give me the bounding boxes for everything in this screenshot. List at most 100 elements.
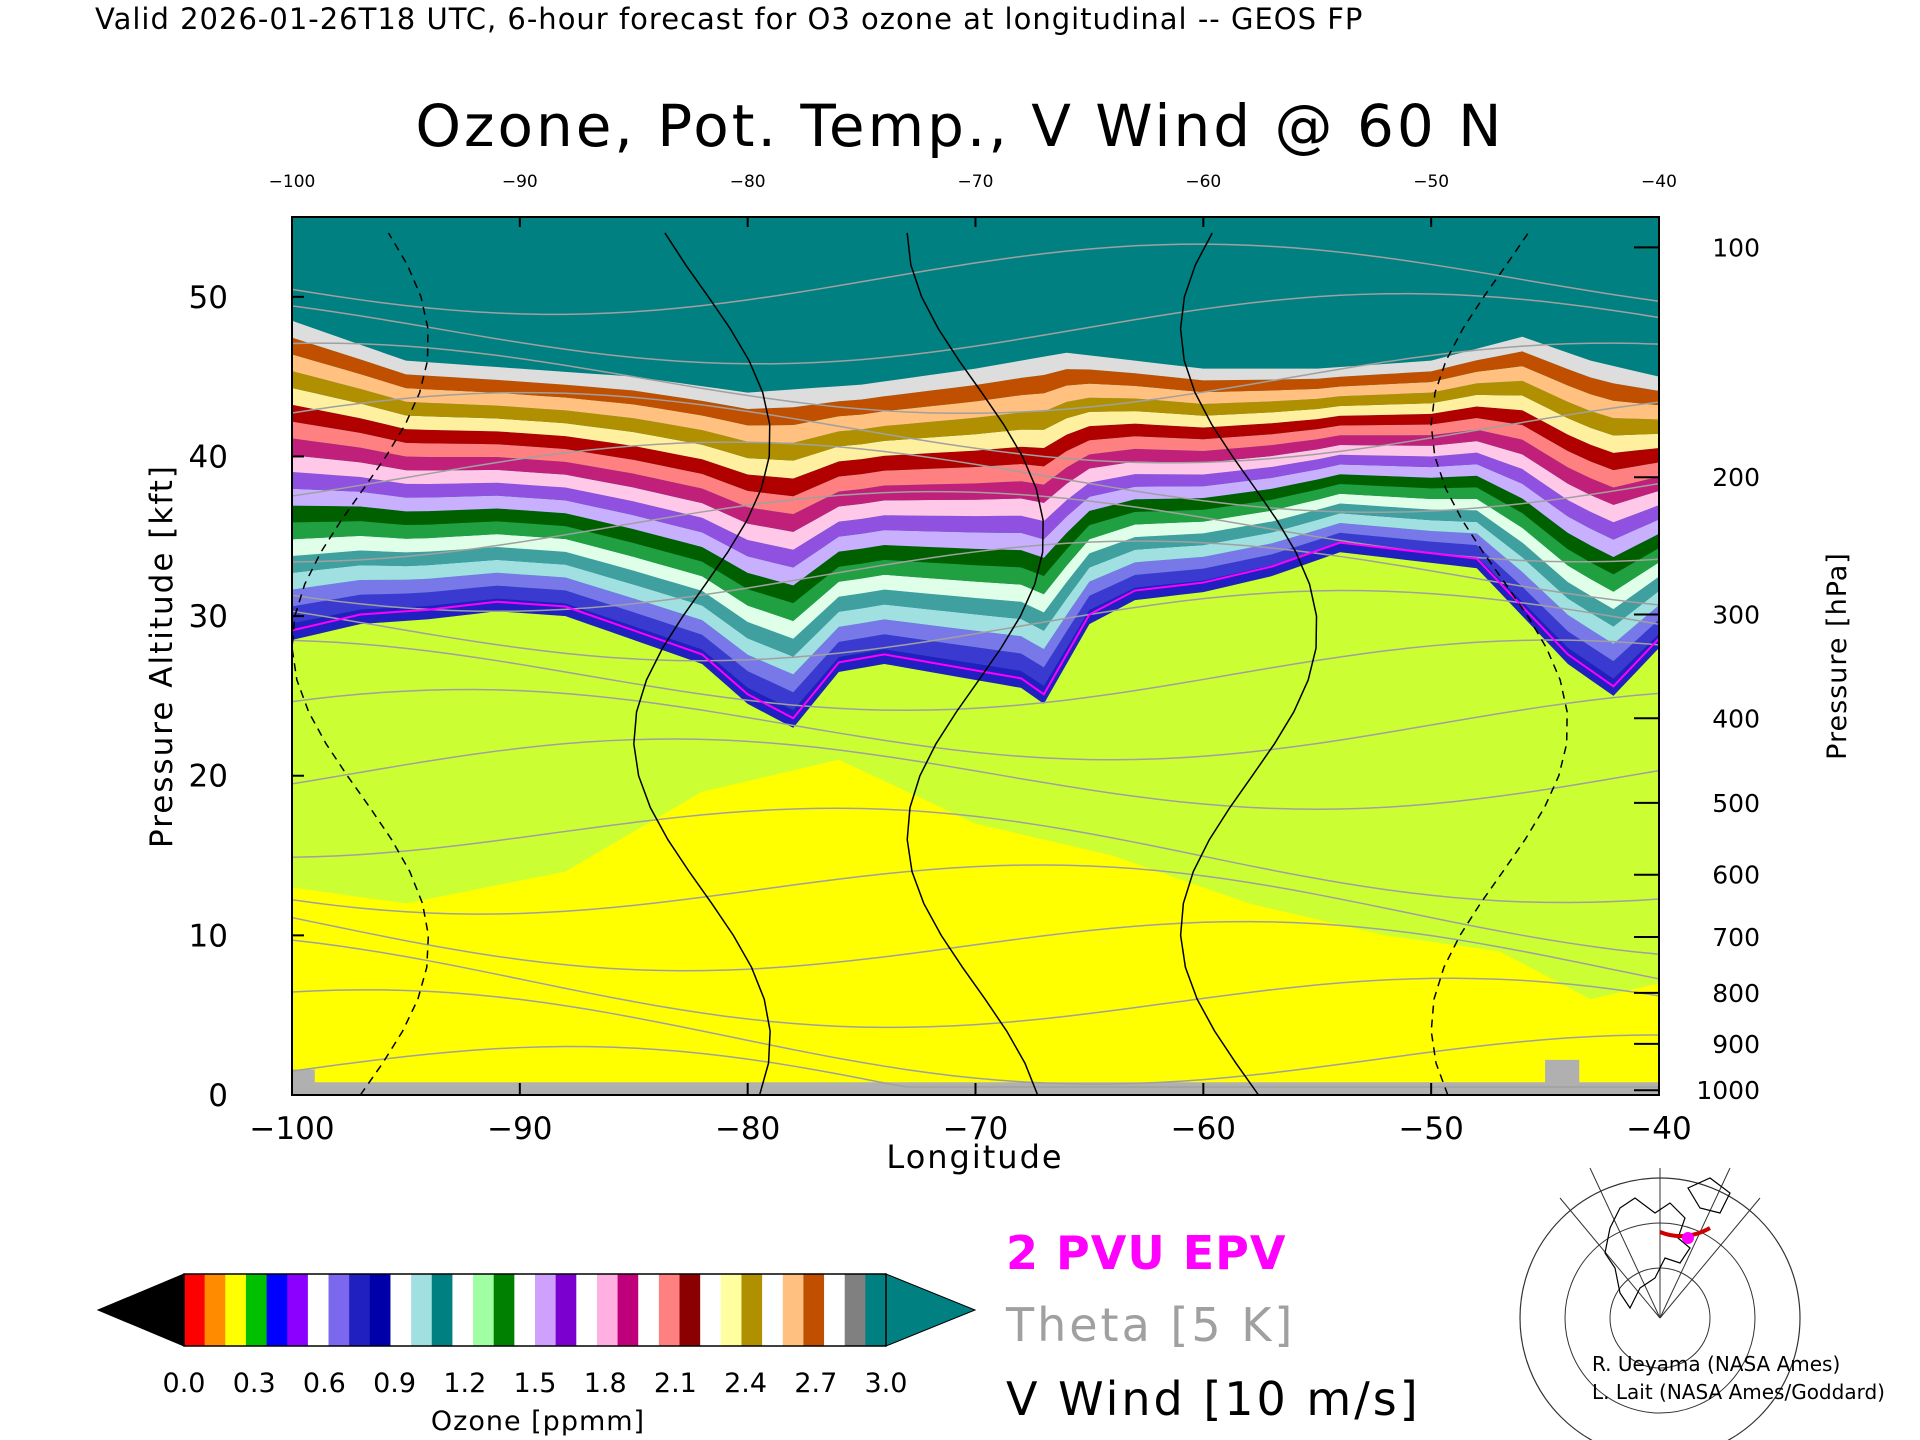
x-tick-label: −50 bbox=[1398, 1111, 1463, 1147]
theta-isentrope bbox=[292, 391, 1659, 464]
colorbar-swatch bbox=[411, 1274, 433, 1346]
y-tick-label: 30 bbox=[189, 599, 228, 635]
ozone-band bbox=[292, 404, 1659, 497]
theta-isentrope bbox=[292, 916, 1659, 980]
pressure-tick-label: 1000 bbox=[1696, 1076, 1760, 1105]
pressure-tick-label: 300 bbox=[1712, 600, 1760, 629]
pressure-tick-label: 900 bbox=[1712, 1030, 1760, 1059]
colorbar-swatch bbox=[679, 1274, 701, 1346]
colorbar-swatch bbox=[390, 1274, 412, 1346]
colorbar-swatch bbox=[741, 1274, 763, 1346]
theta-isentrope bbox=[292, 540, 1659, 613]
colorbar-tick-label: 0.9 bbox=[373, 1368, 416, 1399]
pressure-tick-label: 800 bbox=[1712, 979, 1760, 1008]
top-x-tick-label: −60 bbox=[1185, 172, 1221, 192]
theta-isentrope bbox=[292, 639, 1659, 712]
credit-line-1: R. Ueyama (NASA Ames) bbox=[1592, 1352, 1841, 1376]
colorbar-tick-label: 0.6 bbox=[303, 1368, 346, 1399]
y-tick-label: 0 bbox=[208, 1078, 228, 1114]
legend-wind: V Wind [10 m/s] bbox=[1006, 1372, 1421, 1426]
theta-isentrope bbox=[292, 292, 1659, 365]
ozone-band bbox=[292, 354, 1659, 443]
colorbar-tick-label: 0.0 bbox=[163, 1368, 206, 1399]
colorbar-swatch bbox=[762, 1274, 784, 1346]
colorbar-swatch bbox=[658, 1274, 681, 1346]
top-x-tick-label: −80 bbox=[730, 172, 766, 192]
colorbar-swatch bbox=[369, 1274, 391, 1346]
y-tick-label: 20 bbox=[189, 759, 228, 795]
colorbar-swatch bbox=[473, 1274, 495, 1346]
y-tick-label: 40 bbox=[189, 439, 228, 475]
theta-isentrope bbox=[292, 243, 1659, 316]
colorbar-swatch bbox=[782, 1274, 804, 1346]
colorbar-tick-label: 1.5 bbox=[514, 1368, 557, 1399]
axes: −100 −90 −80 −70 −60 −50 −40 −100 −90 −80 −70 −60 −5… bbox=[189, 172, 1760, 1147]
top-caption: Valid 2026-01-26T18 UTC, 6-hour forecast… bbox=[95, 2, 1364, 36]
theta-isentrope bbox=[292, 342, 1659, 415]
v-wind-contour bbox=[1179, 232, 1318, 1095]
colorbar-swatch bbox=[803, 1274, 825, 1346]
theta-isentrope bbox=[292, 864, 1659, 955]
lower-troposphere-region bbox=[292, 759, 1659, 1095]
colorbar-tick-label: 3.0 bbox=[865, 1368, 908, 1399]
pressure-axis-label: Pressure [hPa] bbox=[1822, 552, 1853, 760]
top-x-tick-label: −70 bbox=[958, 172, 994, 192]
theta-isentrope bbox=[292, 939, 1659, 1029]
ozone-band bbox=[292, 337, 1659, 426]
x-tick-label: −70 bbox=[943, 1111, 1008, 1147]
v-wind-contour bbox=[292, 232, 430, 1095]
theta-isentrope bbox=[292, 738, 1659, 811]
ozone-band bbox=[292, 320, 1659, 409]
theta-isentrope bbox=[292, 688, 1659, 761]
pressure-tick-label: 400 bbox=[1712, 704, 1760, 733]
x-tick-label: −100 bbox=[249, 1111, 334, 1147]
colorbar-tick-label: 2.7 bbox=[794, 1368, 837, 1399]
v-wind-contour bbox=[633, 232, 771, 1095]
colorbar-swatch bbox=[555, 1274, 577, 1346]
colorbar-swatch bbox=[245, 1274, 268, 1346]
colorbar-swatch bbox=[596, 1274, 619, 1346]
terrain bbox=[292, 1059, 1659, 1095]
colorbar-swatch bbox=[824, 1274, 846, 1346]
legend-theta: Theta [5 K] bbox=[1006, 1298, 1296, 1352]
ozone-band bbox=[292, 387, 1659, 479]
colorbar-swatch bbox=[638, 1274, 660, 1346]
y-axis-label: Pressure Altitude [kft] bbox=[144, 464, 180, 848]
pressure-tick-label: 200 bbox=[1712, 463, 1760, 492]
colorbar-swatch bbox=[266, 1274, 288, 1346]
colorbar-swatch bbox=[287, 1274, 309, 1346]
ozone-band bbox=[292, 418, 1659, 515]
x-tick-label: −40 bbox=[1626, 1111, 1691, 1147]
colorbar: 0.0 0.3 0.6 0.9 1.2 1.5 1.8 2.1 2.4 2.7 3.0 bbox=[96, 1273, 977, 1399]
ozone-field bbox=[292, 217, 1659, 1095]
colorbar-tick-label: 1.2 bbox=[443, 1368, 486, 1399]
x-tick-label: −60 bbox=[1171, 1111, 1236, 1147]
top-x-tick-label: −100 bbox=[269, 172, 316, 192]
theta-isentrope bbox=[292, 989, 1659, 1085]
colorbar-swatch bbox=[576, 1274, 598, 1346]
colorbar-swatch bbox=[204, 1274, 226, 1346]
legend-epv: 2 PVU EPV bbox=[1006, 1226, 1287, 1280]
colorbar-swatch bbox=[307, 1274, 330, 1346]
colorbar-label: Ozone [ppmm] bbox=[431, 1406, 645, 1437]
theta-isentrope bbox=[292, 441, 1659, 514]
colorbar-swatch bbox=[865, 1274, 887, 1346]
y-tick-label: 50 bbox=[189, 280, 228, 316]
v-wind-contour bbox=[906, 232, 1044, 1095]
ozone-band bbox=[292, 371, 1659, 461]
colorbar-high-arrow bbox=[885, 1273, 977, 1347]
colorbar-swatch bbox=[700, 1274, 722, 1346]
colorbar-tick-label: 2.4 bbox=[724, 1368, 767, 1399]
colorbar-frame bbox=[183, 1273, 887, 1347]
colorbar-tick-label: 0.3 bbox=[233, 1368, 276, 1399]
top-x-tick-label: −50 bbox=[1413, 172, 1449, 192]
colorbar-swatch bbox=[452, 1274, 474, 1346]
credit-line-2: L. Lait (NASA Ames/Goddard) bbox=[1592, 1380, 1885, 1404]
y-tick-label: 10 bbox=[189, 918, 228, 954]
ozone-band bbox=[292, 429, 1659, 532]
colorbar-swatch bbox=[328, 1274, 350, 1346]
v-wind-contour bbox=[1430, 232, 1568, 1095]
x-axis-label: Longitude bbox=[886, 1138, 1063, 1176]
colorbar-swatch bbox=[720, 1274, 742, 1346]
